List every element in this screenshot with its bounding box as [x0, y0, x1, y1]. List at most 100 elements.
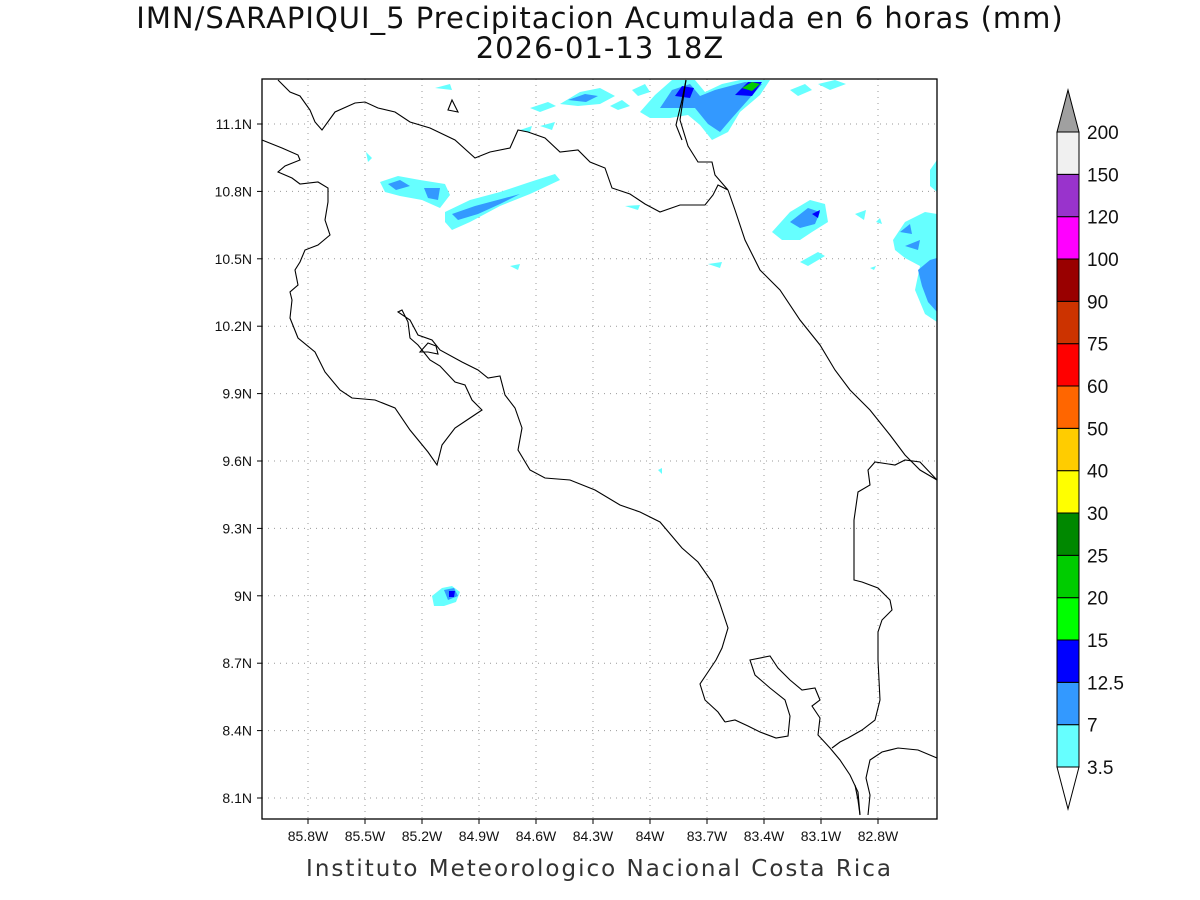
x-tick-label: 85.8W [288, 828, 329, 844]
x-tick-label: 85.5W [345, 828, 386, 844]
y-tick-label: 8.1N [222, 790, 252, 806]
precip-area [510, 264, 520, 270]
colorbar-swatch [1056, 639, 1080, 683]
colorbar-swatch [1056, 300, 1080, 345]
colorbar-swatch [1056, 597, 1080, 641]
gridlines [262, 79, 937, 819]
colorbar-swatch [1056, 385, 1080, 429]
x-tick-label: 83.7W [687, 828, 728, 844]
y-tick-label: 8.7N [222, 655, 252, 671]
precip-area [708, 262, 722, 268]
colorbar-label: 75 [1087, 335, 1108, 356]
border-nicaragua-land [675, 79, 687, 141]
precip-area [790, 208, 820, 228]
y-tick-label: 11.1N [216, 116, 252, 132]
coastlines [261, 79, 938, 816]
colorbar-label: 20 [1087, 589, 1108, 610]
precip-area [625, 205, 640, 210]
colorbar-label: 100 [1087, 250, 1119, 271]
x-tick-label: 83.4W [744, 828, 785, 844]
axis-ticks: 85.8W 85.5W 85.2W 84.9W 84.6W 84.3W 84W 83.7W 83… [215, 116, 899, 844]
x-tick-label: 84.6W [516, 828, 557, 844]
map-frame [261, 78, 938, 820]
x-tick-label: 85.2W [402, 828, 443, 844]
colorbar-swatch [1056, 343, 1080, 387]
colorbar-label: 12.5 [1087, 673, 1124, 694]
precip-area [388, 180, 410, 190]
precip-area [610, 100, 630, 110]
colorbar-label: 120 [1087, 208, 1119, 229]
x-tick-label: 84.9W [459, 828, 500, 844]
coastline-north-nicaragua [277, 79, 729, 213]
precip-area [632, 84, 650, 96]
precip-area [380, 176, 450, 208]
colorbar-label: 50 [1087, 419, 1108, 440]
y-tick-label: 8.4N [222, 723, 252, 739]
colorbar-lower-extension [1056, 766, 1080, 811]
coastline-pacific [261, 139, 729, 723]
coastline-osa [724, 655, 861, 816]
map-datetime: 2026-01-13 18Z [475, 31, 725, 65]
y-tick-label: 9.9N [222, 386, 252, 402]
footer-credit: Instituto Meteorologico Nacional Costa R… [306, 856, 893, 882]
colorbar-swatch [1056, 216, 1080, 260]
colorbar-label: 15 [1087, 631, 1108, 652]
colorbar-label: 25 [1087, 546, 1108, 567]
colorbar-label: 150 [1087, 165, 1119, 186]
precip-area [870, 266, 876, 270]
precip-area [818, 80, 846, 90]
precip-area [435, 84, 452, 90]
colorbar-swatch [1056, 427, 1080, 472]
y-tick-label: 9N [234, 588, 252, 604]
precip-area [876, 218, 882, 224]
coastline-caribbean [727, 189, 938, 481]
x-tick-label: 83.1W [801, 828, 842, 844]
precip-area [530, 102, 556, 112]
x-tick-label: 84W [636, 828, 666, 844]
colorbar-swatch [1056, 724, 1080, 768]
y-tick-label: 10.2N [215, 318, 252, 334]
precip-area [568, 94, 598, 102]
x-tick-label: 84.3W [573, 828, 614, 844]
colorbar-label: 30 [1087, 504, 1108, 525]
colorbar-upper-extension [1056, 88, 1080, 133]
colorbar-label: 200 [1087, 123, 1119, 144]
island [447, 98, 459, 113]
precip-area [800, 252, 825, 266]
precip-area [900, 224, 912, 234]
precip-area [366, 152, 372, 162]
colorbar-swatch [1056, 681, 1080, 726]
precip-area [930, 160, 937, 192]
island-panama-tail [854, 784, 861, 816]
colorbar-swatch [1056, 131, 1080, 175]
precip-area [905, 240, 920, 250]
coastline-southeast [865, 747, 938, 816]
precip-area [742, 82, 760, 91]
colorbar-swatch [1056, 258, 1080, 302]
precip-area [812, 210, 820, 218]
colorbar: 3.5 7 12.5 15 20 25 30 40 50 60 75 90 100 120 150 200 [1056, 88, 1124, 811]
colorbar-label: 60 [1087, 377, 1108, 398]
colorbar-swatch [1056, 554, 1080, 599]
precip-area [449, 591, 455, 597]
colorbar-swatch [1056, 512, 1080, 556]
island [418, 342, 439, 355]
precip-area [658, 468, 662, 474]
y-tick-label: 9.3N [222, 520, 252, 536]
precip-area [452, 194, 520, 220]
y-tick-label: 10.5N [215, 251, 252, 267]
y-tick-label: 10.8N [215, 183, 252, 199]
colorbar-swatch [1056, 470, 1080, 514]
precip-area [918, 258, 937, 312]
precip-area [424, 188, 440, 200]
colorbar-label: 90 [1087, 292, 1108, 313]
precip-area [790, 84, 812, 96]
precip-area [855, 210, 866, 220]
map-title: IMN/SARAPIQUI_5 Precipitacion Acumulada … [136, 1, 1064, 35]
precipitation-field [366, 80, 937, 606]
border-panama [831, 459, 938, 749]
colorbar-label: 7 [1087, 716, 1098, 737]
colorbar-swatch [1056, 173, 1080, 218]
colorbar-label: 3.5 [1087, 758, 1113, 779]
